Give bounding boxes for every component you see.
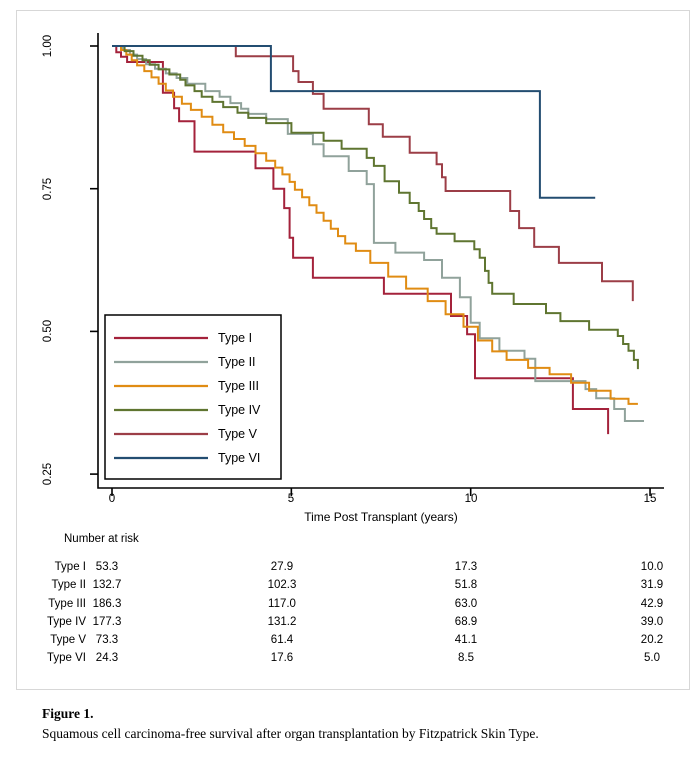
risk-value: 27.9 xyxy=(270,561,294,573)
x-tick-label: 0 xyxy=(108,493,116,505)
risk-value: 186.3 xyxy=(92,598,122,610)
x-tick-label: 5 xyxy=(287,493,295,505)
y-tick-label: 0.50 xyxy=(42,319,54,343)
risk-value: 20.2 xyxy=(640,634,664,646)
risk-row-label: Type IV xyxy=(47,616,86,628)
risk-value: 10.0 xyxy=(640,561,664,573)
legend-label-type-1: Type I xyxy=(218,331,253,345)
risk-value: 51.8 xyxy=(454,579,478,591)
y-tick-label: 1.00 xyxy=(42,34,54,58)
risk-value: 61.4 xyxy=(270,634,294,646)
risk-value: 5.0 xyxy=(644,652,660,664)
x-axis-title: Time Post Transplant (years) xyxy=(304,510,458,524)
risk-row-label: Type I xyxy=(54,561,86,573)
risk-value: 17.3 xyxy=(454,561,478,573)
legend-label-type-4: Type IV xyxy=(218,403,261,417)
risk-value: 39.0 xyxy=(640,616,664,628)
risk-value: 117.0 xyxy=(268,598,296,610)
figure-panel: 1.00 0.75 0.50 0.25 0 5 10 15 Time Post … xyxy=(16,10,690,690)
figure-caption-text: Squamous cell carcinoma-free survival af… xyxy=(42,726,539,742)
risk-value: 24.3 xyxy=(95,652,119,664)
risk-value: 42.9 xyxy=(640,598,664,610)
legend-label-type-3: Type III xyxy=(218,379,259,393)
risk-value: 68.9 xyxy=(454,616,478,628)
risk-value: 132.7 xyxy=(92,579,122,591)
y-tick-label: 0.75 xyxy=(42,177,54,201)
survival-chart-svg xyxy=(90,33,664,496)
risk-row-label: Type III xyxy=(48,598,86,610)
risk-row-label: Type VI xyxy=(47,652,86,664)
figure-caption-label: Figure 1. xyxy=(42,706,94,721)
risk-value: 41.1 xyxy=(454,634,478,646)
risk-value: 177.3 xyxy=(92,616,122,628)
risk-row-label: Type II xyxy=(51,579,86,591)
risk-value: 53.3 xyxy=(95,561,119,573)
figure-caption: Figure 1. Squamous cell carcinoma-free s… xyxy=(42,704,662,745)
risk-value: 131.2 xyxy=(267,616,297,628)
legend-label-type-5: Type V xyxy=(218,427,257,441)
x-tick-label: 15 xyxy=(643,493,657,505)
risk-row-label: Type V xyxy=(50,634,86,646)
risk-value: 73.3 xyxy=(95,634,119,646)
legend-label-type-6: Type VI xyxy=(218,451,261,465)
x-tick-label: 10 xyxy=(464,493,478,505)
y-tick-label: 0.25 xyxy=(42,462,54,486)
risk-value: 63.0 xyxy=(454,598,478,610)
risk-table-title: Number at risk xyxy=(64,533,139,545)
risk-value: 17.6 xyxy=(270,652,294,664)
risk-value: 102.3 xyxy=(267,579,297,591)
risk-value: 31.9 xyxy=(640,579,664,591)
legend-label-type-2: Type II xyxy=(218,355,256,369)
risk-value: 8.5 xyxy=(458,652,474,664)
